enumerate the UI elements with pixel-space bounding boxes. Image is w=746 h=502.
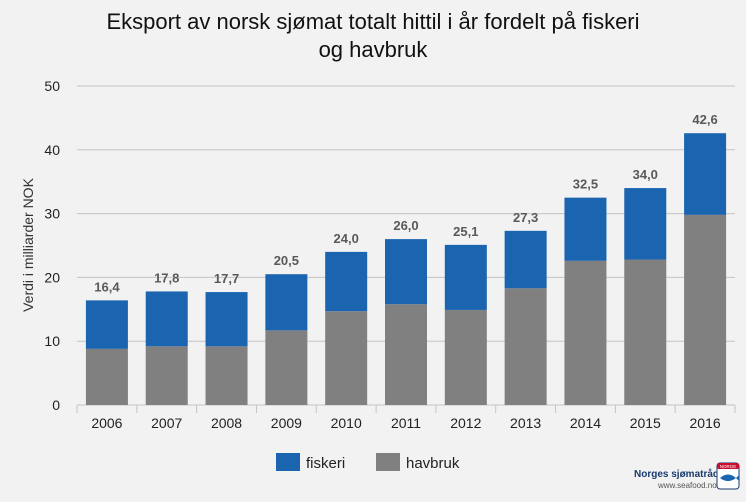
bar-havbruk-2010 [325,311,368,405]
brand-name: Norges sjømatråd [634,468,719,480]
bar-havbruk-2011 [385,304,427,405]
total-label-2015: 34,0 [633,167,658,182]
bar-havbruk-2008 [205,346,248,405]
x-tick-label-2007: 2007 [151,415,182,431]
x-tick-label-2012: 2012 [450,415,481,431]
legend-swatch-havbruk [376,453,400,471]
total-label-2011: 26,0 [393,218,418,233]
norge-badge-icon: NORGE [716,462,740,490]
total-label-2006: 16,4 [94,279,120,294]
norge-badge-text: NORGE [720,464,737,469]
x-tick-label-2008: 2008 [211,415,242,431]
y-tick-label: 50 [44,78,60,94]
bar-fiskeri-2011 [385,239,427,305]
bar-fiskeri-2012 [444,244,487,310]
x-tick-label-2010: 2010 [331,415,362,431]
total-label-2012: 25,1 [453,224,478,239]
y-tick-label: 20 [44,269,60,285]
bar-fiskeri-2013 [504,230,547,289]
total-label-2007: 17,8 [154,270,179,285]
x-tick-label-2016: 2016 [690,415,721,431]
x-tick-label-2015: 2015 [630,415,661,431]
bar-fiskeri-2010 [325,251,368,312]
legend-label-fiskeri: fiskeri [306,455,345,472]
bar-fiskeri-2009 [265,274,308,331]
bar-fiskeri-2008 [205,292,248,347]
x-tick-label-2009: 2009 [271,415,302,431]
y-axis-label: Verdi i milliarder NOK [20,177,36,311]
bar-fiskeri-2014 [564,197,607,261]
y-axis-ticks: 0 10 20 30 40 50 [44,78,60,413]
brand-logo: Norges sjømatråd www.seafood.no NORGE [634,462,740,490]
bar-havbruk-2006 [85,348,128,405]
y-tick-label: 0 [52,397,60,413]
bar-havbruk-2007 [145,346,188,405]
total-label-2013: 27,3 [513,210,538,225]
bar-havbruk-2009 [265,330,308,405]
x-axis-ticks: 2006 2007 2008 2009 2010 2011 2012 2013 2014 2015… [76,405,736,431]
x-tick-label-2006: 2006 [91,415,122,431]
y-tick-label: 30 [44,206,60,222]
legend-label-havbruk: havbruk [406,455,460,472]
x-tick-label-2011: 2011 [391,415,421,431]
chart-title: Eksport av norsk sjømat totalt hittil i … [106,9,639,62]
total-label-2014: 32,5 [573,177,598,192]
bar-fiskeri-2016 [684,133,727,215]
bar-havbruk-2014 [564,260,607,405]
legend-swatch-fiskeri [276,453,300,471]
bars: 16,4 17,8 17,7 20,5 24,0 26,0 25,1 27,3 32,5 34,0… [85,112,727,405]
total-label-2009: 20,5 [274,253,299,268]
chart-title-line-2: og havbruk [319,37,429,62]
x-tick-label-2014: 2014 [570,415,601,431]
total-label-2016: 42,6 [692,112,717,127]
bar-havbruk-2016 [684,214,727,405]
brand-url: www.seafood.no [657,481,717,490]
bar-havbruk-2015 [624,259,667,405]
total-label-2010: 24,0 [334,231,359,246]
bar-havbruk-2012 [444,309,487,405]
bar-havbruk-2013 [504,288,547,405]
y-tick-label: 40 [44,142,60,158]
x-tick-label-2013: 2013 [510,415,541,431]
chart-title-line-1: Eksport av norsk sjømat totalt hittil i … [106,9,639,34]
y-tick-label: 10 [44,333,60,349]
bar-fiskeri-2015 [624,188,667,260]
bar-fiskeri-2007 [145,291,188,347]
legend: fiskeri havbruk [276,453,460,472]
total-label-2008: 17,7 [214,271,239,286]
bar-fiskeri-2006 [85,300,128,349]
